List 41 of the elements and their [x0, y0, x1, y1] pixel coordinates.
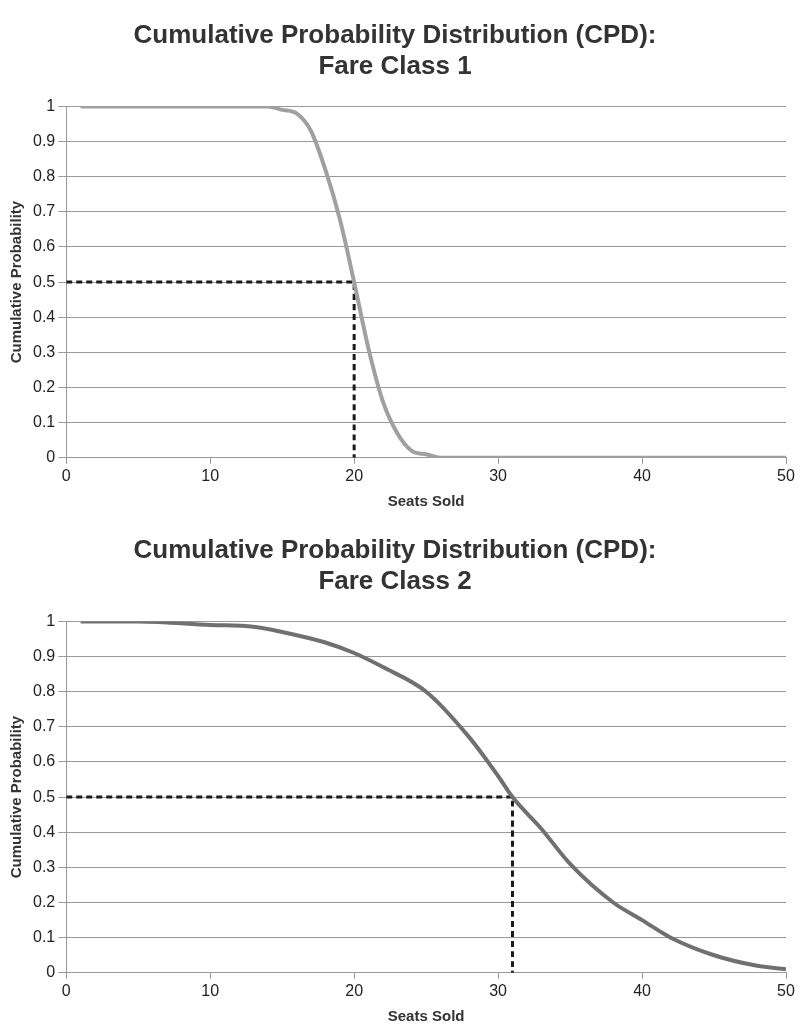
y-tick-label: 0.1 [32, 413, 56, 431]
y-tick-label: 0.2 [32, 892, 56, 910]
chart-title: Cumulative Probability Distribution (CPD): Fare Class 2 [133, 533, 657, 595]
x-tick-label: 10 [201, 981, 220, 999]
y-tick-label: 0 [46, 963, 56, 981]
x-tick-label: 50 [777, 466, 795, 484]
y-tick-label: 0.3 [32, 857, 56, 875]
y-tick-label: 0.9 [32, 646, 56, 664]
x-tick-label: 40 [633, 466, 652, 484]
y-tick-label: 0.4 [32, 822, 56, 840]
y-tick-label: 1 [46, 611, 56, 629]
x-tick-label: 10 [201, 466, 220, 484]
x-tick-label: 20 [345, 981, 364, 999]
y-tick-label: 0.4 [32, 307, 56, 325]
y-tick-label: 0.6 [32, 752, 56, 770]
y-tick-label: 0.5 [32, 272, 56, 290]
x-tick-label: 20 [345, 466, 364, 484]
y-axis-title: Cumulative Probability [7, 715, 25, 879]
x-tick-label: 0 [61, 466, 71, 484]
y-tick-label: 0.6 [32, 237, 56, 255]
x-tick-label: 30 [489, 466, 508, 484]
x-tick-label: 30 [489, 981, 508, 999]
chart-title: Cumulative Probability Distribution (CPD): Fare Class 1 [133, 18, 657, 80]
y-tick-label: 0.2 [32, 377, 56, 395]
x-tick-label: 0 [61, 981, 71, 999]
y-tick-label: 0.8 [32, 682, 56, 700]
y-tick-label: 0.7 [32, 717, 56, 735]
x-tick-label: 50 [777, 981, 795, 999]
y-tick-label: 1 [46, 96, 56, 114]
y-axis-title: Cumulative Probability [7, 200, 25, 364]
y-tick-label: 0.9 [32, 131, 56, 149]
y-tick-label: 0.5 [32, 787, 56, 805]
y-tick-label: 0.1 [32, 928, 56, 946]
y-tick-label: 0.8 [32, 167, 56, 185]
x-axis-title: Seats Sold [387, 492, 465, 510]
line-series [78, 621, 786, 972]
y-tick-label: 0.3 [32, 342, 56, 360]
y-tick-label: 0 [46, 448, 56, 466]
x-tick-label: 40 [633, 981, 652, 999]
y-tick-label: 0.7 [32, 202, 56, 220]
x-axis-title: Seats Sold [387, 1007, 465, 1025]
